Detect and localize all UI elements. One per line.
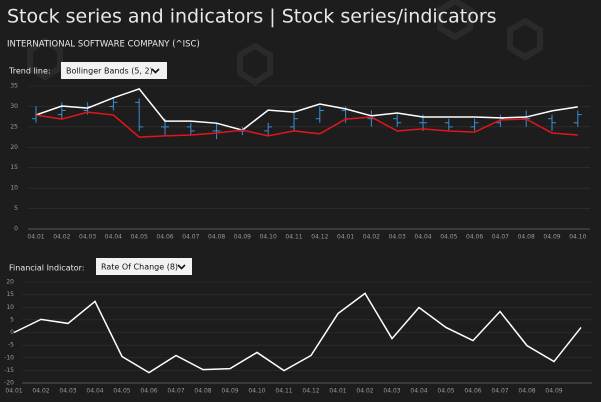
x-tick-label: 04.10: [260, 234, 277, 241]
x-tick-label: 04.08: [518, 234, 535, 241]
x-tick-label: 04.10: [248, 388, 265, 395]
y-tick-label: 35: [10, 83, 18, 90]
series-line: [13, 292, 582, 374]
y-tick-label: 20: [6, 279, 14, 286]
x-tick-label: 04.11: [285, 234, 302, 241]
x-tick-label: 04.06: [140, 388, 157, 395]
hex-decoration: [27, 0, 543, 86]
x-tick-label: 04.12: [311, 234, 328, 241]
x-tick-label: 04.02: [53, 234, 70, 241]
y-tick-label: 0: [14, 226, 18, 233]
y-tick-label: 15: [10, 164, 18, 171]
x-tick-label: 04.11: [275, 388, 292, 395]
indicator-dropdown[interactable]: Rate Of Change (8): [96, 258, 192, 275]
x-tick-label: 04.09: [545, 388, 562, 395]
y-tick-label: 5: [14, 205, 18, 212]
x-tick-label: 04.06: [466, 234, 483, 241]
x-tick-label: 04.05: [440, 234, 457, 241]
y-tick-label: 25: [10, 123, 18, 130]
y-tick-label: -5: [8, 342, 14, 349]
x-tick-label: 04.09: [221, 388, 238, 395]
x-tick-label: 04.04: [105, 234, 122, 241]
x-tick-label: 04.04: [410, 388, 427, 395]
y-tick-label: -20: [4, 380, 14, 387]
x-tick-label: 04.08: [194, 388, 211, 395]
x-tick-label: 04.03: [383, 388, 400, 395]
x-tick-label: 04.01: [5, 388, 22, 395]
x-tick-label: 04.03: [59, 388, 76, 395]
y-tick-label: 10: [6, 304, 14, 311]
x-tick-label: 04.12: [302, 388, 319, 395]
subtitle: INTERNATIONAL SOFTWARE COMPANY (^ISC): [7, 40, 200, 50]
trend-label: Trend line:: [8, 67, 51, 76]
x-tick-label: 04.03: [389, 234, 406, 241]
x-tick-label: 04.08: [208, 234, 225, 241]
x-tick-label: 04.01: [337, 234, 354, 241]
y-tick-label: 0: [10, 329, 14, 336]
x-tick-label: 04.07: [182, 234, 199, 241]
x-tick-label: 04.01: [329, 388, 346, 395]
dropdown-box[interactable]: [61, 62, 167, 79]
x-tick-label: 04.07: [492, 234, 509, 241]
x-tick-label: 04.01: [27, 234, 44, 241]
x-tick-label: 04.02: [356, 388, 373, 395]
x-tick-label: 04.04: [414, 234, 431, 241]
x-tick-label: 04.08: [518, 388, 535, 395]
y-tick-label: 10: [10, 185, 18, 192]
x-tick-label: 04.06: [464, 388, 481, 395]
series-line: [35, 111, 578, 138]
x-tick-label: 04.06: [156, 234, 173, 241]
x-tick-label: 04.03: [79, 234, 96, 241]
page-title: Stock series and indicators | Stock seri…: [7, 6, 497, 28]
dropdown-box[interactable]: [96, 258, 192, 275]
x-tick-label: 04.05: [131, 234, 148, 241]
x-tick-label: 04.05: [113, 388, 130, 395]
y-tick-label: 5: [10, 316, 14, 323]
x-tick-label: 04.02: [363, 234, 380, 241]
x-tick-label: 04.02: [32, 388, 49, 395]
indicator-label: Financial Indicator:: [9, 264, 84, 273]
x-tick-label: 04.09: [234, 234, 251, 241]
dropdown-value[interactable]: Bollinger Bands (5, 2): [66, 67, 153, 76]
chevron[interactable]: [177, 264, 186, 270]
trend-dropdown[interactable]: Bollinger Bands (5, 2): [61, 62, 167, 79]
x-tick-label: 04.07: [167, 388, 184, 395]
x-tick-label: 04.05: [437, 388, 454, 395]
x-tick-label: 04.09: [543, 234, 560, 241]
y-tick-label: 30: [10, 103, 18, 110]
y-tick-label: 20: [10, 144, 18, 151]
chevron[interactable]: [151, 68, 160, 74]
y-tick-label: 15: [6, 291, 14, 298]
y-tick-label: -10: [4, 354, 14, 361]
x-tick-label: 04.10: [569, 234, 586, 241]
y-tick-label: -15: [4, 367, 14, 374]
dropdown-value[interactable]: Rate Of Change (8): [101, 263, 178, 272]
x-tick-label: 04.04: [86, 388, 103, 395]
series-line: [35, 87, 578, 131]
x-tick-label: 04.07: [491, 388, 508, 395]
